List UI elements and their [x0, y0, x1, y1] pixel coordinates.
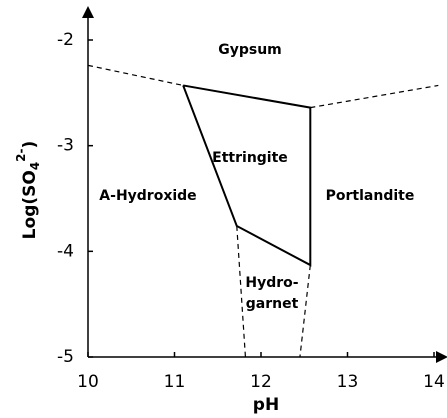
region-label: Hydro- — [245, 275, 298, 291]
region-label: Gypsum — [218, 42, 282, 58]
boundary-line — [87, 64, 184, 87]
y-axis-label: Log(SO42-) — [14, 141, 42, 240]
x-tick-label: 10 — [77, 372, 99, 392]
y-label-sup: 2- — [14, 148, 28, 161]
region-label: Portlandite — [326, 188, 415, 204]
x-axis-label: pH — [253, 395, 279, 415]
y-label-part: ) — [20, 141, 40, 149]
boundary-line — [182, 84, 312, 267]
boundary-line — [299, 265, 311, 358]
boundary-line — [310, 84, 439, 109]
x-tick-label: 14 — [423, 372, 445, 392]
x-tick-label: 12 — [250, 372, 272, 392]
x-tick-label: 13 — [337, 372, 359, 392]
y-label-part: Log(SO — [20, 170, 40, 239]
y-tick-label: -5 — [57, 347, 74, 367]
region-label: A-Hydroxide — [99, 188, 196, 204]
x-tick-label: 11 — [164, 372, 186, 392]
region-label: garnet — [246, 296, 299, 312]
boundary-line — [236, 225, 247, 358]
y-tick-label: -3 — [57, 136, 74, 156]
y-tick-label: -4 — [57, 241, 74, 261]
region-label: Ettringite — [212, 150, 288, 166]
y-tick-label: -2 — [57, 30, 74, 50]
y-label-sub: 4 — [28, 162, 42, 170]
